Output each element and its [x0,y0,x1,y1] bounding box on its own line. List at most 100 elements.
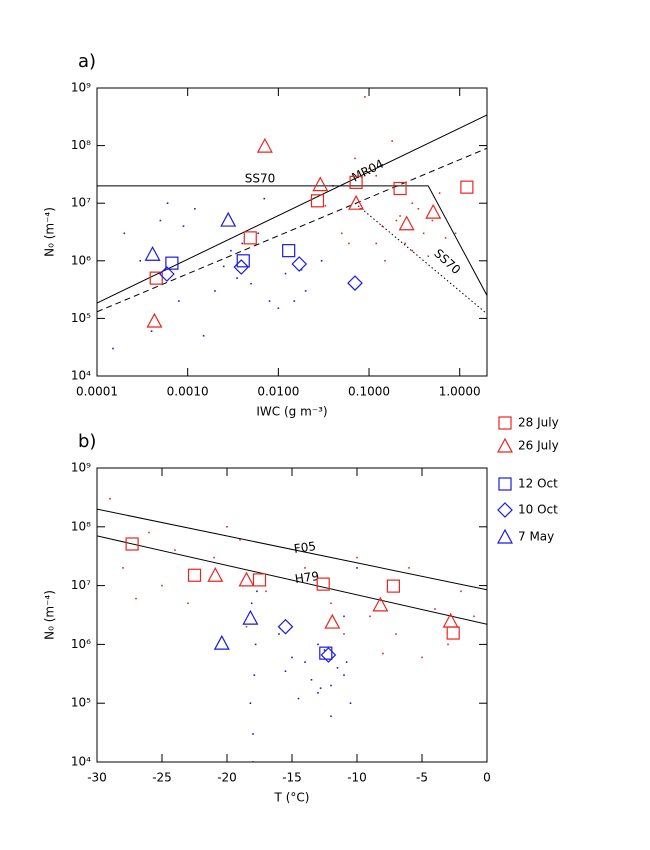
point [460,180,474,194]
fit-line [97,185,487,296]
point [446,626,460,640]
point [425,203,442,219]
plot-frame [96,87,488,377]
dot [230,249,232,252]
dot [304,661,306,663]
point [282,244,296,258]
dot [284,670,287,673]
dot [368,167,370,170]
y-tick-label: 10⁸ [71,519,91,533]
y-tick-label: 10⁴ [71,369,91,383]
point [393,181,407,196]
dot [354,157,356,160]
dot [256,590,258,593]
dot [239,539,241,541]
dot [194,207,196,210]
y-tick-label: 10⁶ [71,253,91,267]
point [220,211,237,227]
x-tick-label: 0.0001 [76,385,118,399]
dot [252,733,254,735]
x-tick-label: 0 [483,771,491,785]
point [398,215,415,231]
point [347,275,363,291]
point [125,537,139,551]
dot [369,615,371,618]
fit-line [354,202,487,315]
x-tick-label: -30 [87,771,107,785]
x-tick-label: 0.0010 [167,385,209,399]
dot [297,697,300,700]
y-tick-label: 10⁵ [71,311,91,325]
dot [324,205,327,207]
dot [178,300,180,302]
dot [159,219,162,222]
dot [323,649,326,651]
panel-label: a) [78,51,96,72]
line-label: F05 [293,539,317,556]
y-tick-label: 10⁷ [71,196,91,210]
plot-frame [96,467,488,763]
point [320,647,337,663]
dot [139,260,142,262]
dot [381,225,384,227]
x-axis-label: IWC (g m⁻³) [256,405,327,419]
panel-label: b) [78,431,96,452]
y-tick-label: 10⁵ [71,696,91,710]
x-tick-label: 1.0000 [439,385,481,399]
dot [284,272,287,275]
dot [254,643,257,646]
dot [473,615,475,618]
dot [161,584,163,587]
dot [364,96,366,98]
dot [187,602,189,605]
y-tick-label: 10⁴ [71,755,91,769]
y-tick-label: 10⁹ [71,81,91,95]
line-label: SS70 [245,172,276,186]
dot [330,715,332,718]
point [372,596,389,612]
point [233,259,250,275]
dot [391,140,393,142]
point [146,312,163,328]
dot [249,702,252,704]
x-tick-label: -5 [416,771,428,785]
dot [122,567,124,569]
dot [268,300,271,302]
dot [250,602,253,605]
line-label: MR04 [349,157,386,185]
legend-label: 12 Oct [518,477,558,491]
point [348,194,365,210]
x-tick-label: -10 [347,771,367,785]
dot [250,282,252,285]
point [187,568,202,582]
dot [399,215,401,217]
dot [109,497,111,500]
dot [317,692,319,694]
dot [263,197,266,200]
x-axis-label: T (°C) [274,791,310,805]
point [252,573,267,587]
point [324,613,341,629]
dot [434,608,436,610]
dot [300,268,303,271]
dot [343,633,345,635]
point [144,245,161,261]
dot [427,255,430,258]
point [159,266,175,282]
dot [202,334,205,337]
dot [336,666,339,669]
dot [411,202,414,204]
y-tick-label: 10⁶ [71,637,91,651]
dot [182,225,185,227]
fit-line [97,114,487,304]
legend-label: 7 May [518,530,554,544]
dot [356,567,358,569]
dot [293,300,296,302]
dot [112,347,114,350]
dot [222,265,225,268]
legend-label: 26 July [518,439,559,453]
dot [431,219,434,222]
point [165,256,179,270]
dot [340,232,343,235]
point [243,231,257,245]
